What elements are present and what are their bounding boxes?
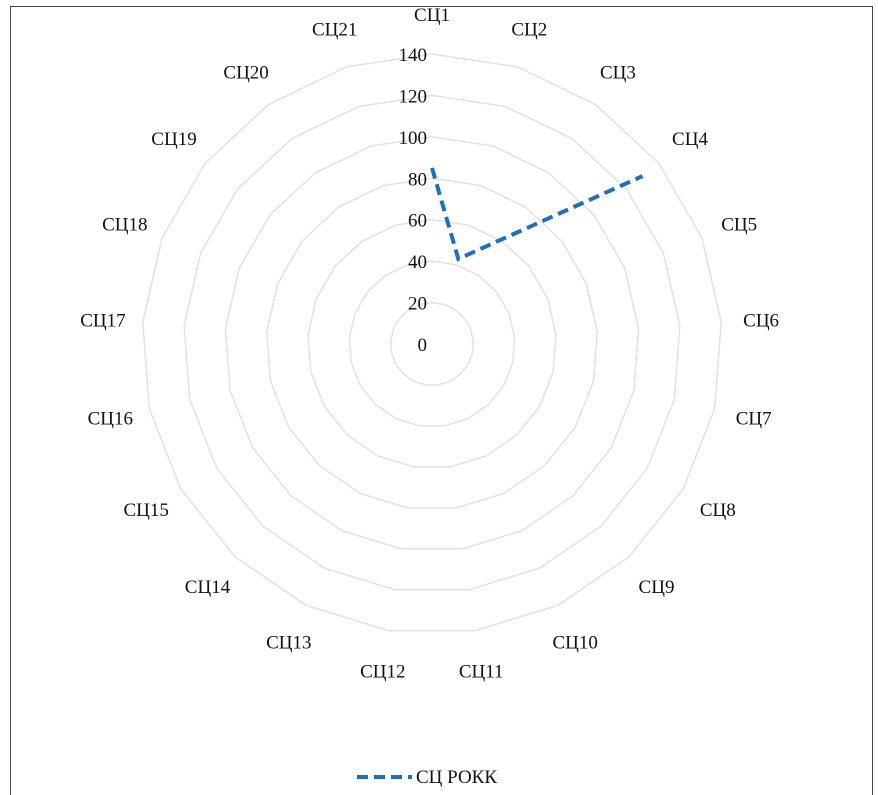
category-label: СЦ20 [223, 62, 268, 83]
category-label: СЦ4 [672, 129, 708, 150]
grid-ring-80 [265, 177, 599, 509]
r-tick-label: 80 [408, 169, 427, 190]
r-tick-label: 120 [399, 86, 428, 107]
legend: СЦ РОКК [357, 767, 497, 788]
grid-ring-100 [224, 136, 640, 550]
category-label: СЦ17 [80, 310, 125, 331]
grid-ring-60 [307, 218, 557, 468]
grid-ring-20 [389, 301, 475, 386]
r-tick-label: 60 [408, 211, 427, 232]
r-tick-label: 0 [418, 335, 428, 356]
grid-ring-40 [348, 260, 516, 427]
r-tick-label: 40 [408, 252, 427, 273]
grid-ring-120 [183, 94, 681, 591]
chart-frame [10, 6, 873, 795]
category-label: СЦ5 [721, 214, 757, 235]
category-label: СЦ7 [736, 408, 772, 429]
category-label: СЦ9 [639, 577, 675, 598]
category-label: СЦ3 [600, 62, 636, 83]
category-label: СЦ13 [266, 632, 311, 653]
series-line [430, 167, 644, 262]
category-label: СЦ6 [743, 310, 779, 331]
grid-ring-140 [142, 53, 722, 632]
legend-label: СЦ РОКК [416, 767, 497, 788]
category-label: СЦ10 [552, 632, 597, 653]
radial-axis-ticks: 0 20 40 60 80 100 120 140 [399, 45, 428, 356]
category-label: СЦ8 [700, 500, 736, 521]
category-label: СЦ12 [360, 661, 405, 682]
r-tick-label: 100 [399, 128, 428, 149]
category-label: СЦ2 [511, 20, 547, 41]
category-label: СЦ18 [102, 214, 147, 235]
category-label: СЦ11 [459, 661, 504, 682]
category-labels: СЦ1 СЦ2 СЦ3 СЦ4 СЦ5 СЦ6 СЦ7 СЦ8 СЦ9 СЦ10 СЦ11 СЦ12 С… [80, 5, 779, 682]
r-tick-label: 20 [408, 294, 427, 315]
r-tick-label: 140 [399, 45, 428, 66]
radar-grid [142, 53, 722, 632]
category-label: СЦ21 [312, 20, 357, 41]
category-label: СЦ16 [88, 408, 133, 429]
category-label: СЦ19 [151, 129, 196, 150]
category-label: СЦ15 [123, 500, 168, 521]
category-label: СЦ1 [414, 5, 450, 26]
series-lines [430, 167, 644, 262]
category-label: СЦ14 [185, 577, 231, 598]
